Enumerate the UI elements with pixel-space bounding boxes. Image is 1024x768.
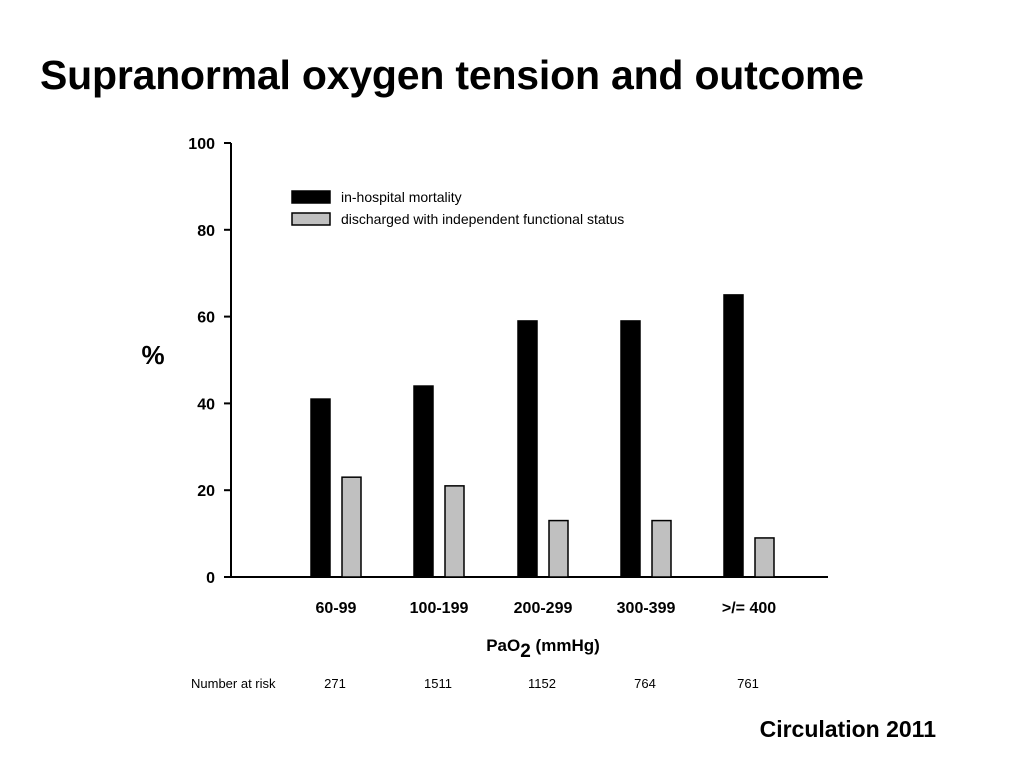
bar — [413, 385, 434, 578]
number-at-risk-value: 761 — [737, 676, 759, 691]
x-tick-label: 200-299 — [514, 600, 573, 617]
y-tick-label: 0 — [206, 570, 215, 587]
y-axis-label: % — [141, 340, 164, 370]
bar — [548, 519, 569, 578]
y-tick-label: 20 — [197, 483, 215, 500]
x-tick-label: >/= 400 — [722, 600, 776, 617]
citation: Circulation 2011 — [759, 716, 936, 742]
y-tick-label: 60 — [197, 310, 215, 327]
x-axis-label: PaO2 (mmHg) — [486, 636, 600, 662]
y-tick-label: 100 — [188, 136, 215, 153]
legend-label: in-hospital mortality — [341, 189, 462, 205]
y-tick-label: 80 — [197, 223, 215, 240]
bar — [310, 398, 331, 578]
x-tick-label: 300-399 — [617, 600, 676, 617]
chart-labels: 60-99 100-199 200-299 300-399 >/= 400% PaO2 (… — [141, 340, 776, 691]
legend-swatch — [291, 212, 331, 226]
bar — [341, 476, 362, 578]
bar — [620, 320, 641, 578]
number-at-risk-value: 764 — [634, 676, 656, 691]
number-at-risk-label: Number at risk — [191, 676, 276, 691]
legend-label: discharged with independent functional s… — [341, 211, 624, 227]
bar — [651, 519, 672, 578]
chart-bars — [310, 294, 775, 578]
number-at-risk-value: 1511 — [424, 676, 452, 691]
bar — [444, 485, 465, 578]
number-at-risk-value: 271 — [324, 676, 346, 691]
y-tick-label: 40 — [197, 396, 215, 413]
number-at-risk-value: 1152 — [528, 676, 556, 691]
chart-legend: in-hospital mortality discharged with ind… — [291, 189, 624, 227]
bar — [723, 294, 744, 578]
bar — [517, 320, 538, 578]
legend-swatch — [291, 190, 331, 204]
x-tick-label: 100-199 — [410, 600, 469, 617]
bar — [754, 537, 775, 578]
x-tick-label: 60-99 — [316, 600, 357, 617]
slide-title: Supranormal oxygen tension and outcome — [40, 52, 864, 98]
